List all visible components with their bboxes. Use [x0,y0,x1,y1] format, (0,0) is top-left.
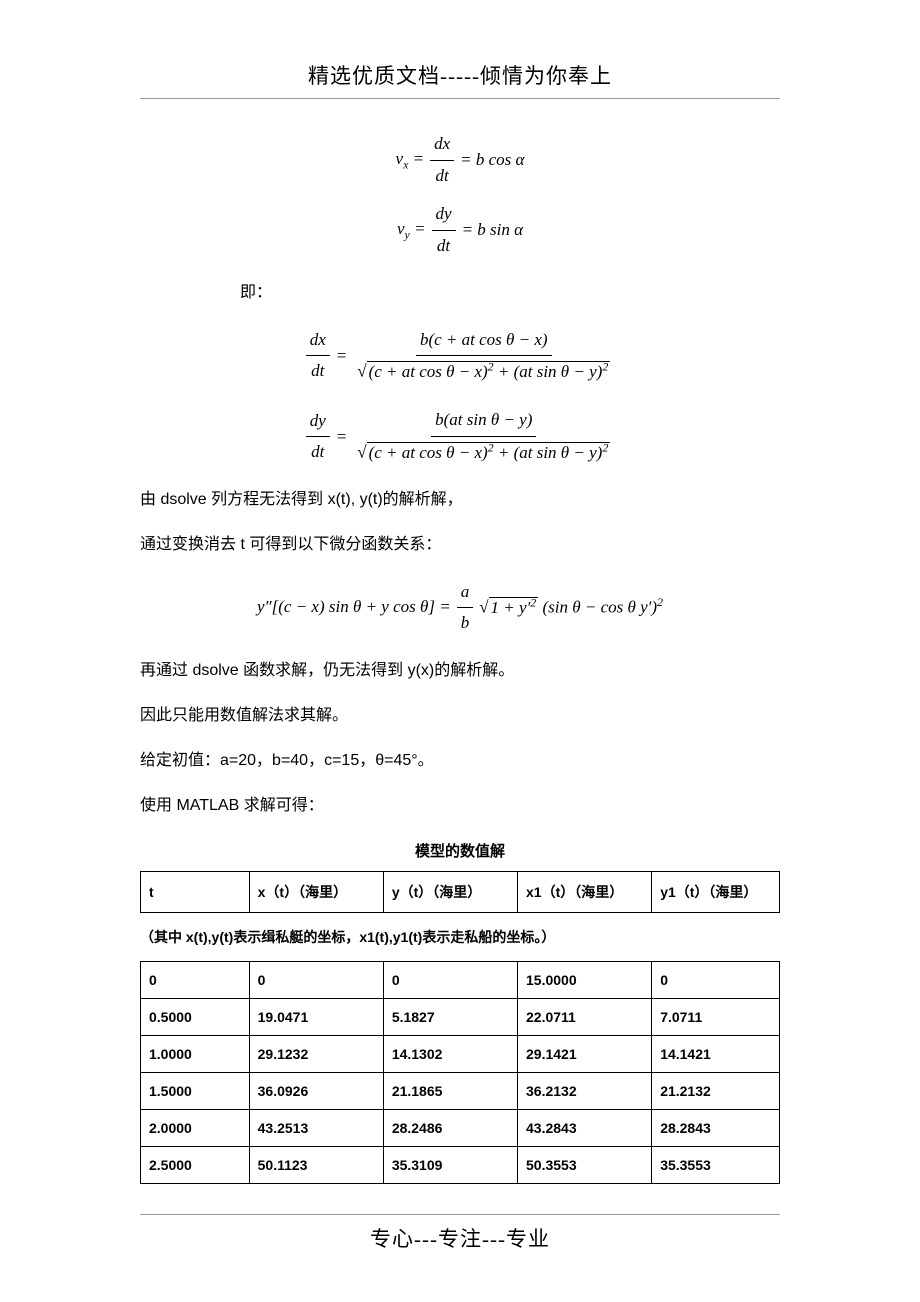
table-cell: 43.2843 [518,1109,652,1146]
table-cell: 21.1865 [383,1072,517,1109]
table-cell: 21.2132 [652,1072,780,1109]
equation-dxdt: dxdt = b(c + at cos θ − x) √(c + at cos … [140,325,780,469]
col-y1t: y1（t）（海里） [652,871,780,912]
table-cell: 2.5000 [141,1146,250,1183]
table-row: 2.000043.251328.248643.284328.2843 [141,1109,780,1146]
table-cell: 36.0926 [249,1072,383,1109]
table-cell: 2.0000 [141,1109,250,1146]
table-cell: 35.3109 [383,1146,517,1183]
table-cell: 29.1232 [249,1035,383,1072]
table-note: （其中 x(t),y(t)表示缉私艇的坐标，x1(t),y1(t)表示走私船的坐… [140,927,780,947]
table-cell: 1.0000 [141,1035,250,1072]
table-cell: 22.0711 [518,998,652,1035]
table-cell: 0 [141,961,250,998]
table-row: 2.500050.112335.310950.355335.3553 [141,1146,780,1183]
table-cell: 28.2486 [383,1109,517,1146]
table-header-row: t x（t）（海里） y（t）（海里） x1（t）（海里） y1（t）（海里） [141,871,780,912]
table-cell: 14.1302 [383,1035,517,1072]
page-header: 精选优质文档-----倾情为你奉上 [140,60,780,99]
para-numerical: 因此只能用数值解法求其解。 [140,702,780,729]
equation-vx-vy: vx = dxdt = b cos α vy = dydt = b sin α [140,129,780,261]
header-table: t x（t）（海里） y（t）（海里） x1（t）（海里） y1（t）（海里） [140,871,780,913]
table-cell: 1.5000 [141,1072,250,1109]
table-title: 模型的数值解 [140,840,780,861]
table-row: 00015.00000 [141,961,780,998]
col-xt: x（t）（海里） [249,871,383,912]
table-cell: 0.5000 [141,998,250,1035]
table-cell: 0 [249,961,383,998]
para-initial-values: 给定初值：a=20，b=40，c=15，θ=45°。 [140,747,780,774]
table-cell: 5.1827 [383,998,517,1035]
table-row: 1.000029.123214.130229.142114.1421 [141,1035,780,1072]
table-cell: 28.2843 [652,1109,780,1146]
para-dsolve-again: 再通过 dsolve 函数求解，仍无法得到 y(x)的解析解。 [140,657,780,684]
para-matlab: 使用 MATLAB 求解可得： [140,792,780,819]
table-row: 1.500036.092621.186536.213221.2132 [141,1072,780,1109]
equation-ypp: y″[(c − x) sin θ + y cos θ] = ab √1 + y′… [140,577,780,639]
table-cell: 50.1123 [249,1146,383,1183]
table-cell: 15.0000 [518,961,652,998]
table-cell: 29.1421 [518,1035,652,1072]
table-cell: 0 [652,961,780,998]
table-cell: 0 [383,961,517,998]
data-table: 00015.000000.500019.04715.182722.07117.0… [140,961,780,1184]
table-cell: 7.0711 [652,998,780,1035]
table-cell: 14.1421 [652,1035,780,1072]
para-transform: 通过变换消去 t 可得到以下微分函数关系： [140,531,780,558]
table-cell: 50.3553 [518,1146,652,1183]
label-ji: 即： [140,279,780,306]
col-t: t [141,871,250,912]
table-cell: 35.3553 [652,1146,780,1183]
table-cell: 19.0471 [249,998,383,1035]
page-footer: 专心---专注---专业 [140,1214,780,1253]
table-row: 0.500019.04715.182722.07117.0711 [141,998,780,1035]
table-cell: 36.2132 [518,1072,652,1109]
para-dsolve: 由 dsolve 列方程无法得到 x(t), y(t)的解析解， [140,486,780,513]
col-x1t: x1（t）（海里） [518,871,652,912]
table-cell: 43.2513 [249,1109,383,1146]
col-yt: y（t）（海里） [383,871,517,912]
